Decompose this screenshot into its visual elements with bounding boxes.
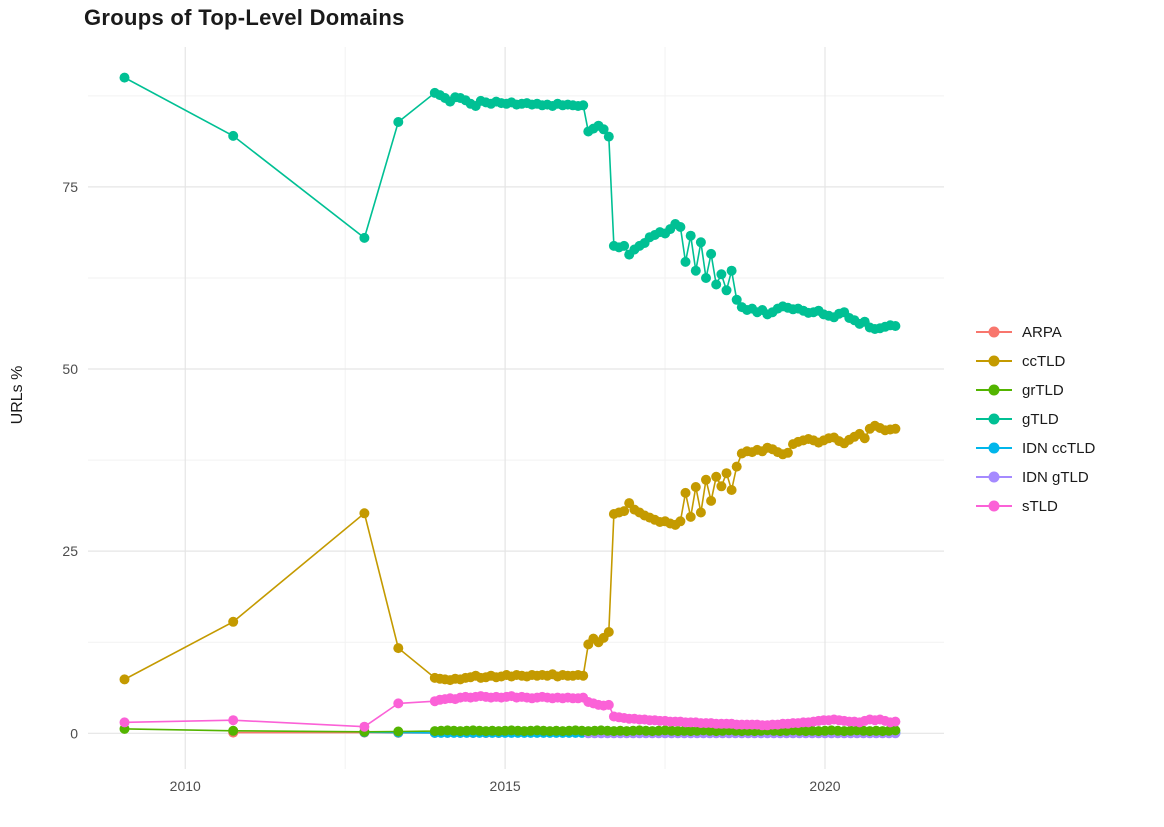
legend-item-arpa: ARPA [976, 322, 1095, 342]
data-point-stld [603, 699, 614, 710]
y-tick-label: 50 [62, 361, 78, 377]
legend-label-cctld: ccTLD [1022, 352, 1066, 370]
data-point-gtld [690, 265, 701, 276]
data-point-gtld [706, 248, 717, 259]
data-point-cctld [393, 643, 404, 654]
x-tick-label: 2020 [809, 778, 840, 794]
legend-item-gtld: gTLD [976, 409, 1095, 429]
data-point-cctld [690, 482, 701, 492]
data-point-cctld [711, 471, 722, 482]
chart-title: Groups of Top-Level Domains [84, 5, 405, 30]
data-point-cctld [890, 423, 901, 434]
series-line-gtld [124, 76, 896, 330]
legend-label-idn-gtld: IDN gTLD [1022, 468, 1089, 486]
data-point-cctld [695, 507, 706, 518]
data-point-cctld [701, 474, 711, 485]
y-tick-label: 0 [70, 725, 78, 741]
legend: ARPA ccTLD grTLD gTLD IDN ccTLD IDN gTLD sTLD [976, 322, 1095, 516]
data-point-cctld [675, 516, 686, 527]
x-tick-label: 2015 [490, 778, 521, 794]
y-tick-label: 75 [62, 179, 78, 195]
data-point-grtld [890, 725, 901, 736]
data-point-gtld [359, 232, 370, 243]
x-tick-label: 2010 [170, 778, 201, 794]
data-point-gtld [890, 321, 901, 331]
legend-key-icon-gtld [976, 412, 1012, 426]
legend-item-cctld: ccTLD [976, 351, 1095, 371]
data-point-cctld [685, 511, 696, 522]
data-point-cctld [680, 487, 691, 498]
series-stld [119, 691, 901, 732]
data-point-gtld [675, 222, 686, 232]
data-point-cctld [721, 468, 732, 479]
data-point-gtld [619, 240, 630, 251]
data-point-gtld [119, 72, 130, 83]
data-point-stld [119, 717, 130, 728]
legend-item-stld: sTLD [976, 496, 1095, 516]
data-point-gtld [598, 124, 609, 135]
legend-label-idn-cctld: IDN ccTLD [1022, 439, 1096, 457]
data-point-gtld [731, 294, 742, 305]
legend-key-icon-idn-cctld [976, 441, 1012, 455]
legend-label-stld: sTLD [1022, 497, 1058, 515]
y-tick-label: 25 [62, 543, 78, 559]
legend-key-icon-arpa [976, 325, 1012, 339]
data-point-cctld [578, 670, 589, 681]
gridlines [88, 47, 944, 769]
data-point-stld [393, 698, 404, 709]
data-point-cctld [359, 508, 370, 519]
data-point-cctld [731, 461, 742, 472]
data-point-cctld [859, 433, 870, 444]
legend-key-icon-idn-gtld [976, 470, 1012, 484]
data-point-grtld [393, 726, 404, 737]
legend-label-gtld: gTLD [1022, 410, 1059, 428]
data-point-gtld [726, 265, 737, 276]
data-point-gtld [685, 230, 696, 241]
data-point-gtld [695, 237, 706, 248]
legend-item-grtld: grTLD [976, 380, 1095, 400]
data-point-cctld [619, 506, 630, 517]
data-point-gtld [721, 285, 732, 296]
data-point-gtld [701, 273, 711, 283]
legend-item-idn-cctld: IDN ccTLD [976, 438, 1095, 458]
data-point-cctld [726, 485, 737, 495]
legend-item-idn-gtld: IDN gTLD [976, 467, 1095, 487]
data-point-grtld [228, 725, 239, 736]
data-point-stld [228, 715, 239, 726]
legend-label-grtld: grTLD [1022, 381, 1064, 399]
data-point-gtld [603, 131, 614, 142]
data-point-cctld [119, 674, 130, 685]
data-point-gtld [393, 117, 404, 127]
legend-key-icon-cctld [976, 354, 1012, 368]
legend-key-icon-stld [976, 499, 1012, 513]
data-point-gtld [228, 130, 239, 141]
series-gtld [119, 72, 901, 334]
data-point-cctld [782, 447, 793, 458]
data-point-gtld [680, 256, 691, 267]
data-point-cctld [706, 495, 717, 506]
data-point-cctld [716, 481, 727, 492]
data-point-stld [359, 721, 370, 732]
data-point-cctld [228, 616, 239, 627]
data-point-stld [890, 716, 901, 727]
data-point-gtld [578, 100, 589, 111]
data-point-gtld [716, 269, 727, 280]
data-point-cctld [603, 627, 614, 637]
data-point-gtld [711, 279, 722, 290]
series-cctld [119, 420, 901, 686]
legend-key-icon-grtld [976, 383, 1012, 397]
legend-label-arpa: ARPA [1022, 323, 1062, 341]
